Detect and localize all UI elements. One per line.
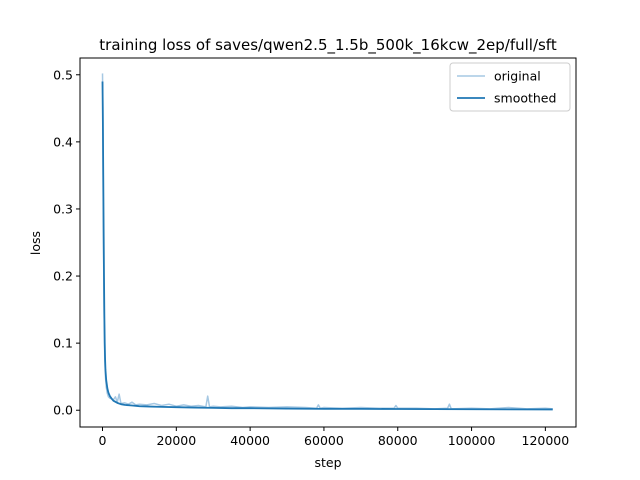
series-layer	[101, 73, 553, 411]
legend-label-original: original	[494, 69, 541, 84]
legend-label-smoothed: smoothed	[494, 91, 556, 106]
x-tick-label: 0	[99, 433, 107, 448]
series-line-smoothed	[101, 81, 553, 411]
plot-frame	[79, 57, 577, 428]
x-tick-label: 20000	[156, 433, 196, 448]
x-tick-label: 40000	[230, 433, 270, 448]
y-tick-label: 0.5	[53, 67, 73, 82]
legend: original smoothed	[449, 62, 571, 112]
x-axis: 0 20000 40000 60000 80000 100000 120000	[99, 427, 570, 448]
x-tick-label: 100000	[448, 433, 496, 448]
y-tick-label: 0.4	[53, 134, 73, 149]
y-tick-label: 0.2	[53, 269, 73, 284]
y-tick-label: 0.3	[53, 201, 73, 216]
chart-title: training loss of saves/qwen2.5_1.5b_500k…	[99, 36, 557, 55]
y-axis: 0.0 0.1 0.2 0.3 0.4 0.5	[53, 67, 80, 418]
y-axis-label: loss	[28, 231, 43, 255]
x-tick-label: 60000	[304, 433, 344, 448]
x-tick-label: 120000	[522, 433, 570, 448]
y-tick-label: 0.1	[53, 336, 73, 351]
y-tick-label: 0.0	[53, 403, 73, 418]
x-tick-label: 80000	[378, 433, 418, 448]
x-axis-label: step	[314, 455, 341, 470]
legend-box	[449, 62, 571, 112]
